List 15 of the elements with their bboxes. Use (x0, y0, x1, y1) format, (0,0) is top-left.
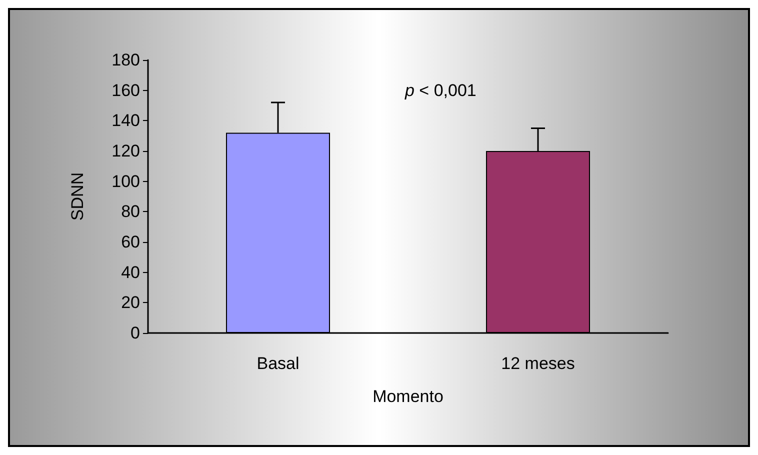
y-tick-label: 40 (121, 262, 140, 282)
x-axis-title: Momento (372, 387, 444, 406)
y-tick-label: 120 (112, 142, 140, 160)
annotation: p < 0,001 (404, 81, 476, 100)
y-tick-label: 80 (121, 202, 140, 222)
y-axis-title: SDNN (68, 172, 87, 221)
y-tick-label: 20 (121, 293, 140, 312)
y-tick-label: 140 (112, 111, 140, 130)
y-tick-label: 180 (112, 50, 140, 70)
x-tick-label: 12 meses (501, 354, 575, 373)
x-tick-label: Basal (256, 354, 300, 373)
y-tick-label: 100 (112, 172, 140, 191)
y-tick-label: 160 (112, 80, 140, 100)
y-tick-label: 0 (130, 324, 140, 342)
y-tick-label: 60 (121, 232, 140, 252)
